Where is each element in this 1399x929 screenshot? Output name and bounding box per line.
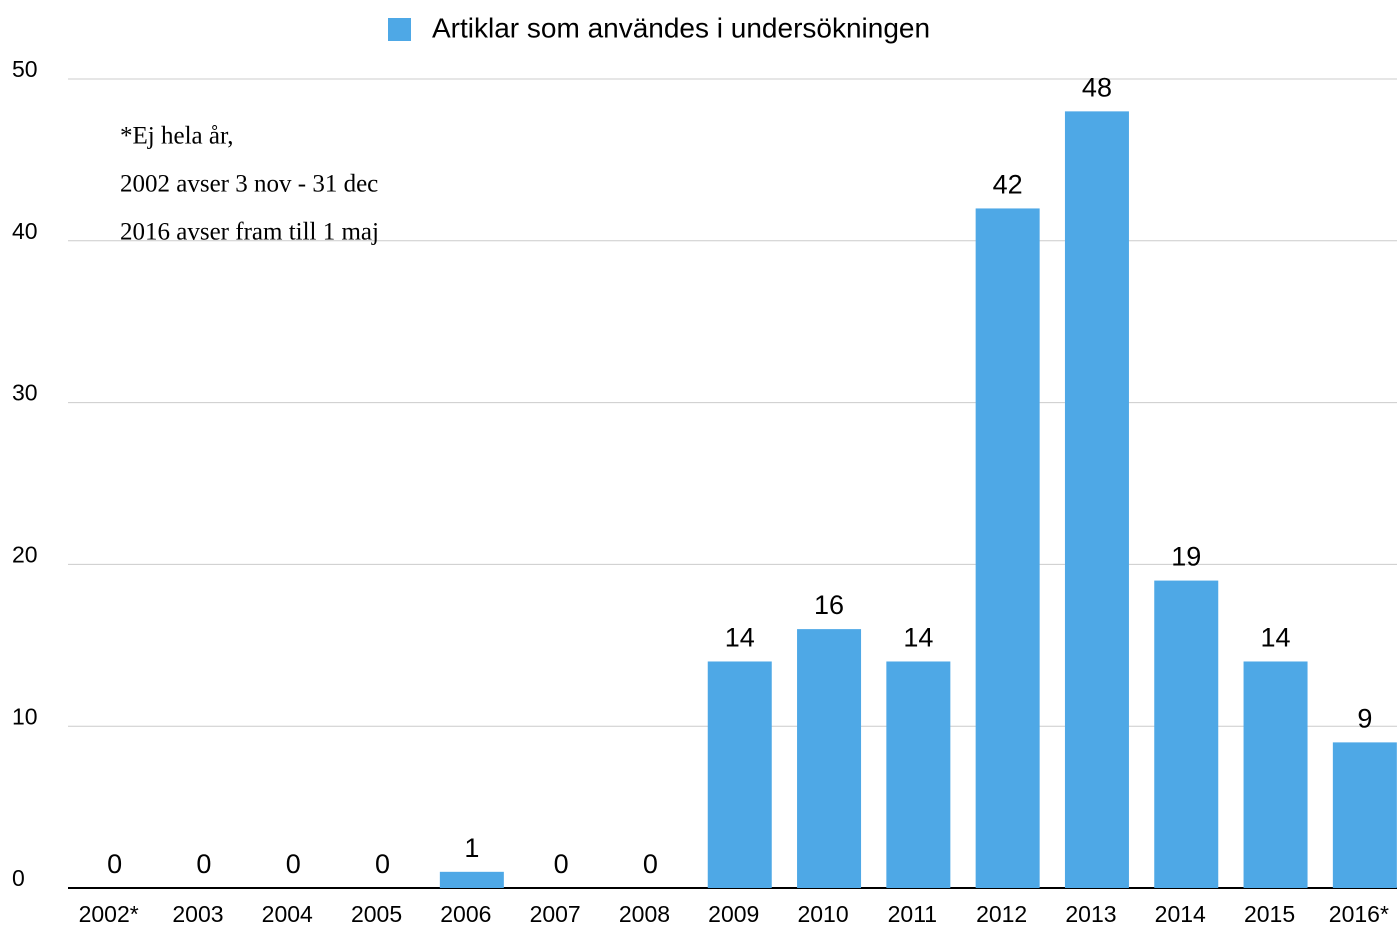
bar (975, 208, 1040, 888)
x-tick-label: 2011 (888, 901, 937, 927)
data-label: 9 (1357, 704, 1372, 734)
annotation: 2002 avser 3 nov - 31 dec (120, 171, 378, 198)
x-tick-label: 2010 (797, 901, 848, 927)
annotation: *Ej hela år, (120, 123, 234, 150)
x-tick-label: 2004 (262, 901, 313, 927)
legend-label: Artiklar som användes i undersökningen (432, 12, 930, 43)
x-tick-label: 2005 (351, 901, 402, 927)
x-tick-label: 2009 (708, 901, 759, 927)
x-tick-label: 2012 (976, 901, 1027, 927)
x-tick-label: 2015 (1244, 901, 1295, 927)
y-tick-label: 30 (12, 380, 38, 406)
bar (707, 661, 772, 888)
data-label: 14 (903, 623, 933, 653)
data-label: 0 (107, 849, 122, 879)
data-label: 14 (725, 623, 755, 653)
data-label: 0 (375, 849, 390, 879)
data-label: 42 (993, 170, 1023, 200)
x-tick-label: 2006 (440, 901, 491, 927)
y-tick-label: 50 (12, 56, 38, 82)
x-tick-label: 2002* (79, 901, 139, 927)
data-label: 19 (1171, 542, 1201, 572)
bar (1332, 742, 1397, 888)
x-tick-label: 2007 (530, 901, 581, 927)
data-label: 14 (1261, 623, 1291, 653)
bar (1154, 580, 1219, 888)
bar (439, 871, 504, 888)
bar (797, 629, 862, 888)
data-label: 0 (286, 849, 301, 879)
x-tick-label: 2008 (619, 901, 670, 927)
y-tick-label: 10 (12, 703, 38, 729)
y-tick-label: 40 (12, 218, 38, 244)
data-label: 16 (814, 590, 844, 620)
bar (886, 661, 951, 888)
data-label: 0 (196, 849, 211, 879)
data-label: 0 (643, 849, 658, 879)
annotation: 2016 avser fram till 1 maj (120, 219, 379, 246)
data-label: 0 (554, 849, 569, 879)
x-tick-label: 2014 (1155, 901, 1206, 927)
data-label: 48 (1082, 72, 1112, 102)
legend-swatch (388, 18, 411, 41)
x-tick-label: 2016* (1329, 901, 1389, 927)
data-label: 1 (464, 833, 479, 863)
y-tick-label: 0 (12, 865, 25, 891)
bar (1243, 661, 1308, 888)
x-tick-label: 2013 (1065, 901, 1116, 927)
x-tick-label: 2003 (172, 901, 223, 927)
y-tick-label: 20 (12, 541, 38, 567)
bar (1064, 111, 1129, 889)
